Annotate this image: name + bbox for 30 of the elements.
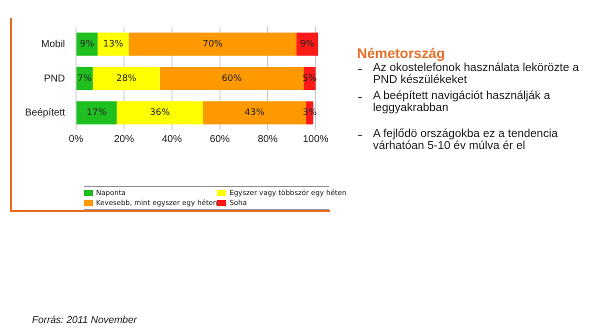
text: 70%	[202, 40, 223, 50]
y-tick-label: Beépített	[25, 108, 66, 119]
text: 28%	[116, 74, 136, 84]
bar	[98, 32, 129, 56]
text: 13%	[103, 40, 124, 50]
x-tick-label: 100%	[302, 134, 328, 145]
text: Forrás: 2011 November	[32, 315, 137, 326]
bar	[116, 101, 204, 124]
text: Az okostelefonok használata lekörözte a PND készülékeket	[372, 62, 580, 86]
bar	[76, 101, 117, 124]
bar	[92, 66, 160, 90]
text: 7%	[78, 74, 92, 84]
text: 17%	[86, 108, 107, 118]
bar	[160, 66, 304, 90]
y-tick-label: Mobil	[41, 38, 66, 50]
text: A beépített navigációt használják a leggyakrabban	[372, 90, 552, 114]
text: A fejlődö országokba ez a tendencia várhatóan 5-10 év múlva ér el	[372, 128, 559, 152]
text: 9%	[80, 40, 94, 50]
text: 36%	[150, 108, 170, 118]
text: 9%	[300, 40, 314, 50]
x-tick-label: 80%	[258, 134, 278, 145]
x-tick-label: 40%	[162, 134, 182, 145]
x-tick-label: 20%	[114, 134, 134, 145]
text: 43%	[244, 108, 265, 118]
text: Németország	[357, 45, 445, 61]
y-tick-label: PND	[44, 73, 66, 84]
x-tick-label: 0%	[68, 134, 84, 145]
bar	[128, 32, 296, 56]
text: 60%	[222, 74, 242, 84]
x-tick-label: 60%	[210, 134, 230, 145]
